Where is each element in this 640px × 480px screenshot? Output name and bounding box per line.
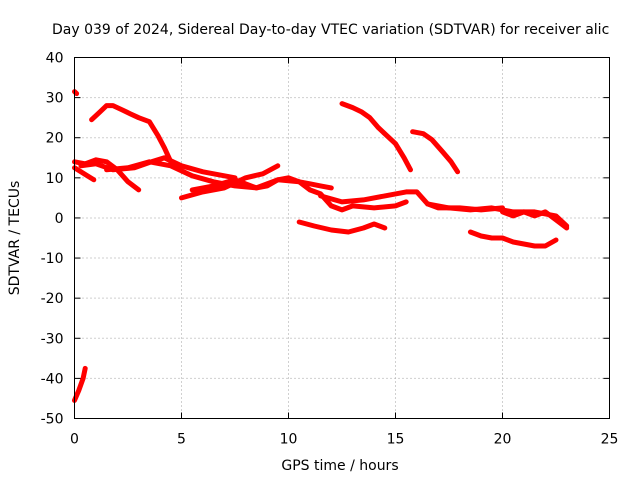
y-tick-label: -50 <box>41 412 64 428</box>
x-tick-label: 20 <box>494 432 512 448</box>
x-tick-label: 25 <box>601 432 619 448</box>
sdtvar-trace-6 <box>72 165 97 183</box>
sdtvar-trace-16 <box>467 229 559 249</box>
y-tick-label: -40 <box>41 371 64 387</box>
axis-ticks: 0 5 10 15 20 25 -50 -40 -30 -20 -10 0 10 20 30 40 <box>41 51 619 448</box>
sdtvar-trace-10 <box>179 163 281 201</box>
sdtvar-trace-11 <box>189 175 334 193</box>
sdtvar-trace-14 <box>500 209 570 231</box>
x-tick-label: 10 <box>280 432 298 448</box>
y-tick-label: 0 <box>55 211 64 227</box>
sdtvar-trace-8 <box>78 155 238 181</box>
sdtvar-trace-15 <box>296 219 388 235</box>
sdtvar-trace-4 <box>339 101 413 173</box>
y-tick-label: 10 <box>46 171 64 187</box>
sdtvar-trace-9 <box>104 159 409 213</box>
y-tick-label: -20 <box>41 291 64 307</box>
y-tick-label: -10 <box>41 251 64 267</box>
sdtvar-trace-3 <box>89 103 174 165</box>
sdtvar-trace-2 <box>72 365 88 403</box>
x-tick-label: 0 <box>70 432 79 448</box>
y-tick-label: 40 <box>46 51 64 67</box>
y-tick-label: 20 <box>46 131 64 147</box>
x-tick-label: 5 <box>177 432 186 448</box>
data-traces <box>72 89 570 403</box>
x-axis-label: GPS time / hours <box>281 458 398 474</box>
chart-title: Day 039 of 2024, Sidereal Day-to-day VTE… <box>52 22 609 38</box>
y-tick-label: -30 <box>41 331 64 347</box>
y-axis-label: SDTVAR / TECUs <box>7 181 23 296</box>
sdtvar-trace-5 <box>410 129 461 175</box>
x-tick-label: 15 <box>387 432 405 448</box>
plot-frame <box>74 57 610 419</box>
y-tick-label: 30 <box>46 91 64 107</box>
